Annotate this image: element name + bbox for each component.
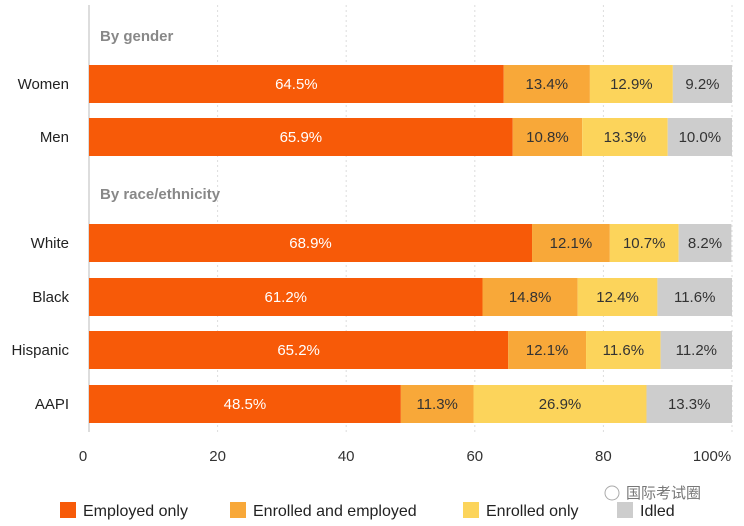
category-label: White [31,235,69,252]
legend-label: Enrolled and employed [253,503,417,520]
bar-segment [508,331,587,369]
data-label: 11.2% [676,342,717,359]
legend-label: Employed only [83,503,188,520]
watermark: 国际考试圈 [626,485,701,502]
legend-label: Enrolled only [486,503,579,520]
data-label: 12.4% [596,289,639,306]
data-label: 11.3% [416,396,457,413]
data-label: 8.2% [688,235,722,252]
category-label: AAPI [35,396,69,413]
bar-segment [89,224,533,262]
x-tick-label: 100% [693,448,731,465]
data-label: 10.0% [679,129,722,146]
data-label: 9.2% [685,76,719,93]
x-tick-label: 60 [466,448,483,465]
bar-segment [512,118,583,156]
category-label: Black [32,289,69,306]
x-tick-label: 40 [338,448,355,465]
data-label: 13.4% [526,76,569,93]
category-label: Hispanic [11,342,69,359]
bar-segment [532,224,610,262]
data-label: 10.8% [526,129,569,146]
bar-segment [589,65,673,103]
data-label: 10.7% [623,235,666,252]
bar-segment [672,65,732,103]
data-label: 26.9% [539,396,582,413]
watermark-logo-icon [604,485,620,501]
data-label: 64.5% [275,76,318,93]
bar-segment [89,118,513,156]
data-label: 12.9% [610,76,653,93]
bar-segment [577,278,658,316]
bar-segment [667,118,732,156]
data-label: 48.5% [224,396,267,413]
data-label: 12.1% [526,342,569,359]
legend-swatch [463,502,479,518]
data-label: 68.9% [289,235,332,252]
bar-segment [609,224,679,262]
data-label: 14.8% [509,289,552,306]
legend-label: Idled [640,503,675,520]
bar-segment [400,385,474,423]
x-tick-label: 20 [209,448,226,465]
legend-swatch [617,502,633,518]
bar-segment [646,385,732,423]
x-tick-label: 0 [79,448,87,465]
bar-segment [660,331,732,369]
bar-segment [482,278,578,316]
data-label: 13.3% [604,129,647,146]
bar-segment [582,118,668,156]
legend-swatch [60,502,76,518]
bar-segment [473,385,647,423]
bar-segment [89,331,509,369]
group-label: By gender [100,28,174,45]
x-tick-label: 80 [595,448,612,465]
bar-segment [678,224,732,262]
data-label: 13.3% [668,396,711,413]
data-label: 12.1% [550,235,593,252]
category-label: Women [18,76,69,93]
group-label: By race/ethnicity [100,186,221,203]
bar-segment [586,331,661,369]
data-label: 11.6% [603,342,644,359]
bar-segment [89,385,401,423]
bar-segment [503,65,590,103]
data-label: 65.2% [277,342,320,359]
data-label: 65.9% [280,129,323,146]
bar-segment [89,278,483,316]
data-label: 11.6% [674,289,715,306]
bar-segment [657,278,732,316]
bar-segment [89,65,504,103]
data-label: 61.2% [264,289,307,306]
legend-swatch [230,502,246,518]
category-label: Men [40,129,69,146]
